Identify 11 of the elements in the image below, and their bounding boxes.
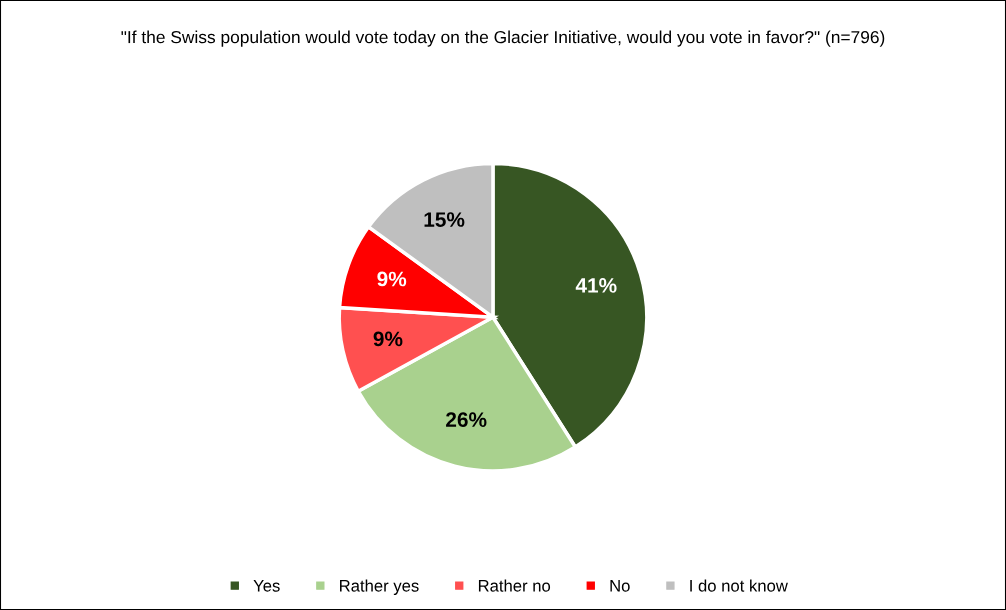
legend-label: Yes bbox=[253, 580, 280, 592]
data-label: 9% bbox=[373, 331, 403, 347]
data-label: 9% bbox=[377, 271, 407, 287]
data-label: 41% bbox=[575, 278, 617, 293]
legend-label: Rather yes bbox=[340, 579, 419, 595]
chart-title: "If the Swiss population would vote today on the Glacier Initiative, would you vote in favor?" (n=796) bbox=[121, 30, 885, 47]
data-label: 15% bbox=[424, 212, 465, 227]
legend-label: No bbox=[610, 580, 630, 592]
data-label: 26% bbox=[446, 412, 487, 428]
legend-label: Rather no bbox=[478, 579, 551, 592]
legend-label: I do not know bbox=[690, 579, 788, 592]
